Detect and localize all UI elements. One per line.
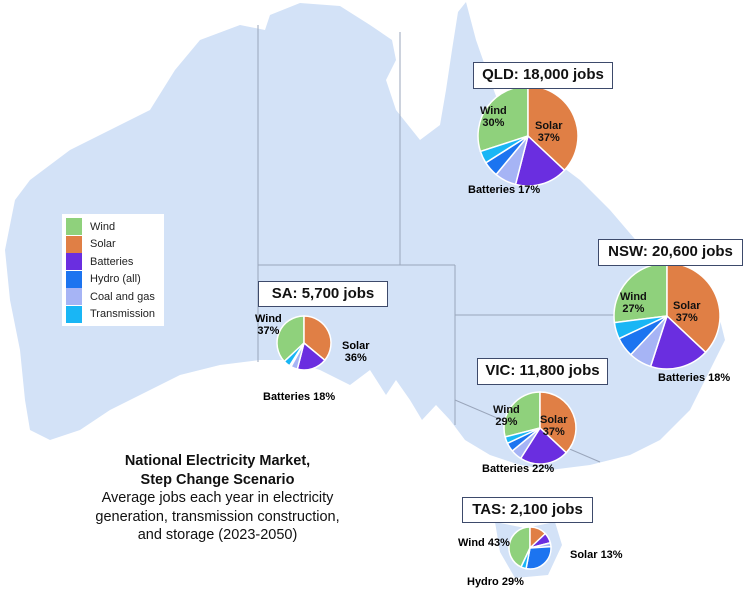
qld-slice-label: Solar 37% [535,120,563,144]
legend-swatch [66,288,82,306]
legend-label: Coal and gas [90,290,155,303]
legend-item: Solar [66,235,164,254]
vic-slice-wind [503,391,541,438]
caption-title: National Electricity Market, [124,453,311,469]
slice-label-text: 37% [257,325,280,337]
sa-heading: SA: 5,700 jobs [258,281,388,307]
nsw-slice-label: Batteries 18% [658,372,730,384]
qld-heading: QLD: 18,000 jobs [473,62,613,89]
slice-label-text: Wind [493,404,520,416]
tas-slice-label: Wind 43% [458,537,510,549]
legend-swatch [66,305,82,323]
tas-slice-hydro-all- [525,545,552,570]
vic-slice-label: Solar 37% [540,414,568,438]
vic-slice-batteries [519,426,568,465]
vic-slice-solar [539,391,577,454]
caption-line: and storage (2023-2050) [137,527,298,543]
tas-pie [508,526,552,570]
slice-label-text: 37% [537,132,560,144]
legend-label: Batteries [90,255,134,268]
nsw-heading: NSW: 20,600 jobs [598,239,743,266]
qld-slice-transmission [479,135,529,164]
slice-label-text: Hydro 29% [467,576,524,588]
legend-swatch [66,270,82,288]
slice-label-text: 29% [495,416,518,428]
sa-slice-label: Solar 36% [342,340,370,364]
qld-slice-batteries [514,134,566,187]
legend-label: Hydro (all) [90,273,141,286]
sa-slice-wind [276,315,305,363]
legend-item: Batteries [66,253,164,271]
slice-label-text: Wind [620,291,647,303]
legend-item: Wind [66,218,164,236]
tas-slice-label: Solar 13% [570,549,623,561]
legend-item: Transmission [66,305,164,324]
tas-slice-label: Hydro 29% [467,576,524,588]
legend-item: Hydro (all) [66,270,164,289]
sa-slice-label: Wind 37% [255,313,282,337]
qld-pie [477,85,579,187]
sa-slice-label: Batteries 18% [263,391,335,403]
caption-line: Average jobs each year in electricity [101,490,334,506]
legend-label: Wind [90,220,116,233]
nsw-slice-transmission [613,315,668,340]
legend-swatch [66,253,82,271]
sa-pie [276,315,332,371]
slice-label-text: 36% [344,352,367,364]
slice-label-text: Batteries 22% [482,463,555,475]
legend-item: Coal and gas [66,288,164,306]
vic-slice-transmission [504,427,541,445]
slice-label-text: 37% [542,426,565,438]
legend-label: Solar [90,238,116,251]
sa-slice-solar [303,315,332,362]
slice-label-text: Wind [480,105,507,117]
legend-swatch [66,218,82,236]
slice-label-text: 27% [622,303,645,315]
slice-label-text: Batteries 18% [658,372,731,384]
caption: National Electricity Market, Step Change… [60,452,375,545]
slice-label-text: Wind 43% [458,537,510,549]
vic-slice-label: Wind 29% [493,404,520,428]
slice-label-text: Batteries 17% [468,184,541,196]
sa-slice-transmission [283,342,305,367]
nsw-pie [613,262,721,370]
slice-label-text: Solar [540,414,568,426]
tas-slice-wind [508,526,531,568]
nsw-slice-label: Solar 37% [673,300,701,324]
vic-heading: VIC: 11,800 jobs [477,358,608,385]
slice-label-text: Batteries 18% [263,391,336,403]
legend-label: Transmission [90,308,155,321]
qld-slice-label: Batteries 17% [468,184,540,196]
slice-label-text: 37% [675,312,698,324]
nsw-slice-label: Wind 27% [620,291,647,315]
caption-line: generation, transmission construction, [95,508,340,525]
nsw-slice-batteries [649,314,707,370]
legend: Wind Solar Batteries Hydro (all) Coal and ga… [62,214,164,326]
slice-label-text: Solar [342,340,370,352]
mainland-australia [5,2,725,470]
legend-swatch [66,235,82,253]
slice-label-text: Solar [535,120,563,132]
slice-label-text: Solar [673,300,701,312]
tas-slice-transmission [520,547,531,570]
slice-label-text: Wind [255,313,282,325]
caption-subtitle: Step Change Scenario [140,471,295,488]
qld-slice-label: Wind 30% [480,105,507,129]
slice-label-text: Solar 13% [570,549,623,561]
vic-pie [503,391,577,465]
tas-heading: TAS: 2,100 jobs [462,497,593,523]
slice-label-text: 30% [482,117,505,129]
vic-slice-label: Batteries 22% [482,463,554,475]
